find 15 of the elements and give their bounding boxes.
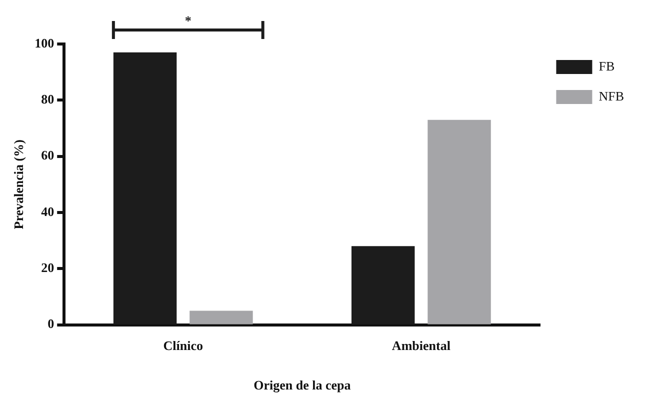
- legend-label: NFB: [598, 88, 624, 104]
- x-axis-title: Origen de la cepa: [254, 378, 352, 393]
- y-axis-title: Prevalencia (%): [11, 140, 26, 230]
- legend-label: FB: [598, 58, 615, 74]
- y-tick-label: 60: [41, 148, 54, 163]
- y-tick-label: 40: [41, 204, 54, 219]
- x-tick-label: Ambiental: [392, 338, 451, 353]
- x-tick-label: Clínico: [163, 338, 203, 353]
- bar: [190, 310, 253, 324]
- y-tick-label: 20: [41, 260, 54, 275]
- y-tick-label: 80: [41, 92, 54, 107]
- y-tick-label: 0: [48, 316, 54, 332]
- y-tick-label: 100: [34, 35, 54, 50]
- text: *: [184, 12, 192, 28]
- bar: [428, 120, 491, 324]
